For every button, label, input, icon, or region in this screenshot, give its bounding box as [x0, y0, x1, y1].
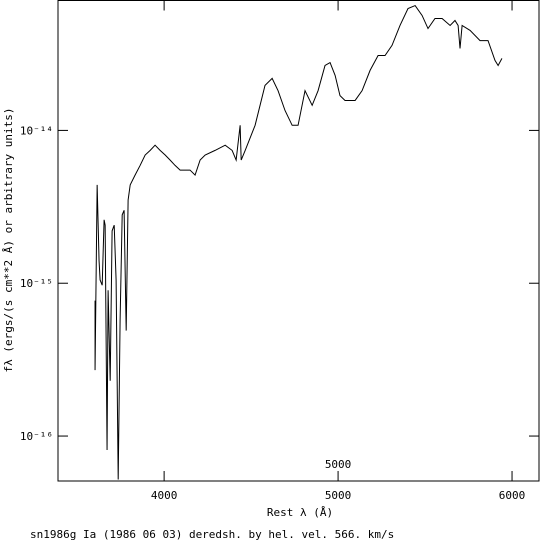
y-axis-label: fλ (ergs/(s cm**2 Å) or arbitrary units)	[2, 108, 15, 373]
y-tick-label: 10⁻¹⁴	[20, 124, 53, 137]
y-tick-label: 10⁻¹⁵	[20, 277, 53, 290]
footer: sn1986g Ia (1986 06 03) deredsh. by hel.…	[30, 528, 394, 541]
x-axis-label: Rest λ (Å)	[267, 506, 333, 519]
x-tick-label: 4000	[151, 489, 178, 502]
spectrum-line	[94, 4, 503, 480]
y-tick-label: 10⁻¹⁶	[20, 430, 53, 443]
x-tick-label: 6000	[499, 489, 526, 502]
plot-frame	[57, 0, 540, 482]
annotation: 5000	[325, 458, 352, 471]
x-tick-label: 5000	[325, 489, 352, 502]
